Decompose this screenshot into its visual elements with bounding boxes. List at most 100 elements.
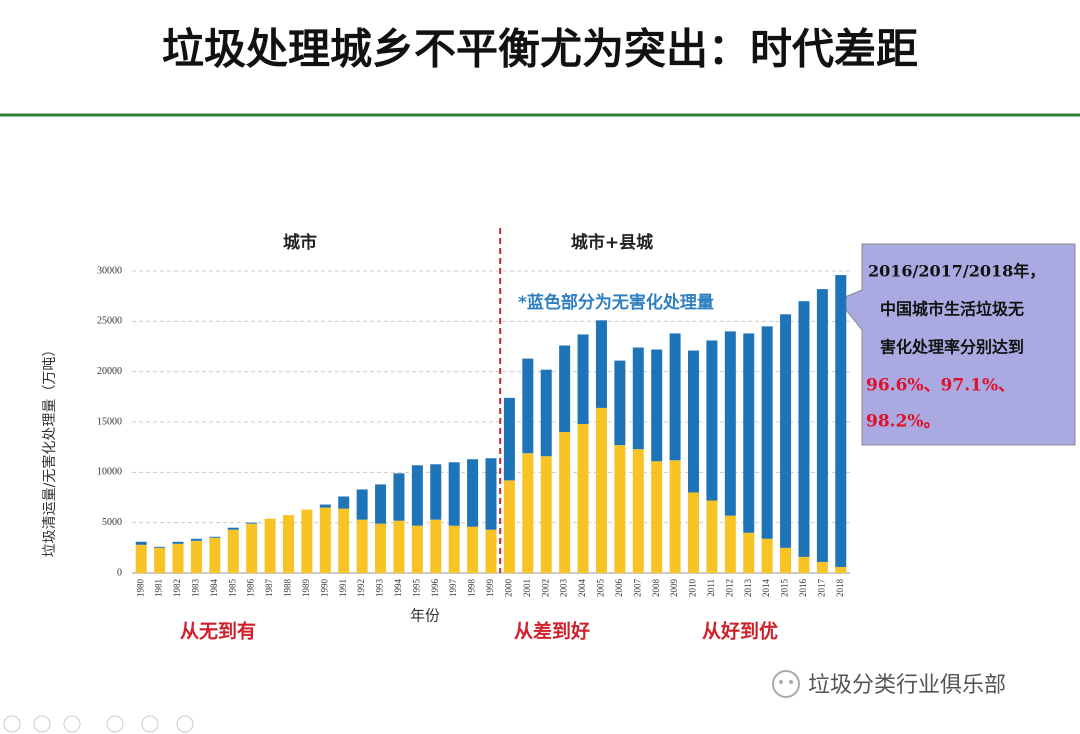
bar-segment — [375, 523, 387, 573]
x-tick-label: 2003 — [559, 579, 569, 598]
bar-segment — [503, 480, 515, 573]
region-label: 城市+县城 — [571, 232, 653, 253]
bar-segment — [780, 314, 792, 548]
bar-segment — [761, 326, 773, 539]
bar-segment — [743, 532, 755, 573]
x-tick-label: 2011 — [706, 579, 716, 597]
bar-segment — [485, 458, 497, 530]
bar-segment — [706, 340, 718, 501]
x-tick-label: 1980 — [135, 579, 145, 598]
phase-label: 从无到有 — [180, 620, 256, 643]
bar-segment — [724, 331, 736, 516]
phase-label: 从好到优 — [702, 620, 778, 643]
bar-segment — [282, 515, 294, 573]
y-tick-label: 30000 — [97, 265, 122, 276]
bar-segment — [669, 460, 681, 573]
bar-segment — [816, 289, 828, 562]
callout-text: 害化处理率分别达到 — [880, 338, 1024, 357]
wechat-icon — [772, 670, 800, 698]
bar-segment — [798, 301, 810, 557]
y-tick-label: 20000 — [97, 366, 122, 377]
x-tick-label: 1987 — [264, 579, 274, 598]
bar-segment — [816, 561, 828, 573]
x-tick-label: 1991 — [338, 579, 348, 597]
bar-segment — [172, 543, 184, 573]
x-tick-label: 2010 — [688, 579, 698, 598]
bar-segment — [209, 537, 221, 573]
x-tick-label: 2008 — [651, 579, 661, 598]
bar-segment — [669, 333, 681, 461]
bar-segment — [154, 547, 166, 573]
callout-box — [837, 243, 1076, 446]
bar-segment — [577, 334, 589, 425]
bar-segment — [227, 527, 239, 530]
bar-segment — [688, 492, 700, 573]
callout-text: 2016/2017/2018年， — [868, 262, 1045, 281]
bar-segment — [595, 407, 607, 573]
x-axis-label: 年份 — [410, 607, 440, 625]
bar-segment — [559, 345, 571, 433]
bar-segment — [467, 526, 479, 573]
bar-segment — [724, 515, 736, 573]
bar-segment — [632, 449, 644, 573]
bar-segment — [651, 461, 663, 573]
y-tick-label: 5000 — [102, 517, 122, 528]
y-tick-label: 25000 — [97, 316, 122, 327]
bar-segment — [632, 347, 644, 450]
x-tick-label: 1999 — [485, 579, 495, 598]
bar-segment — [430, 464, 442, 520]
bar-segment — [798, 556, 810, 573]
bar-segment — [393, 520, 405, 573]
phase-label: 从差到好 — [514, 620, 590, 643]
note: *蓝色部分为无害化处理量 — [518, 292, 714, 313]
bar-segment — [135, 544, 147, 573]
bar-segment — [780, 547, 792, 573]
x-tick-label: 2013 — [743, 579, 753, 598]
x-tick-label: 2016 — [798, 579, 808, 598]
x-tick-label: 1988 — [283, 579, 293, 598]
y-axis-label: 垃圾清运量/无害化处理量（万吨） — [42, 343, 58, 558]
x-tick-label: 2012 — [724, 579, 734, 597]
bar-segment — [706, 500, 718, 573]
bar-segment — [835, 275, 847, 567]
bar-segment — [264, 518, 276, 573]
bar-segment — [835, 566, 847, 573]
x-tick-label: 2017 — [816, 579, 826, 598]
slide-title: 垃圾处理城乡不平衡尤为突出：时代差距 — [162, 25, 918, 74]
bar-segment — [503, 397, 515, 481]
bar-segment — [448, 462, 460, 526]
bar-segment — [338, 496, 350, 509]
x-tick-label: 1996 — [430, 579, 440, 598]
bar-segment — [393, 473, 405, 521]
bar-segment — [227, 529, 239, 573]
bar-segment — [540, 456, 552, 573]
bar-segment — [595, 320, 607, 408]
bar-segment — [559, 432, 571, 573]
x-tick-label: 2004 — [577, 579, 587, 598]
callout-highlight: 98.2%。 — [866, 412, 941, 432]
bar-segment — [135, 541, 147, 545]
x-tick-label: 1989 — [301, 579, 311, 598]
y-tick-label: 10000 — [97, 467, 122, 478]
bar-segment — [356, 519, 368, 573]
bar-segment — [356, 489, 368, 520]
bar-segment — [540, 369, 552, 457]
bar-segment — [522, 358, 534, 454]
bar-segment — [319, 504, 331, 508]
bar-segment — [430, 519, 442, 573]
callout-text: 中国城市生活垃圾无 — [880, 300, 1024, 319]
bar-segment — [614, 445, 626, 573]
x-tick-label: 2015 — [780, 579, 790, 598]
bar-segment — [467, 459, 479, 527]
bar-segment — [761, 538, 773, 573]
x-tick-label: 2007 — [632, 579, 642, 598]
bar-segment — [651, 349, 663, 462]
bar-segment — [743, 333, 755, 533]
bar-segment — [522, 453, 534, 573]
bar-segment — [411, 465, 423, 526]
bar-segment — [485, 529, 497, 573]
x-tick-label: 2006 — [614, 579, 624, 598]
bar-segment — [246, 523, 258, 573]
bar-segment — [448, 525, 460, 573]
